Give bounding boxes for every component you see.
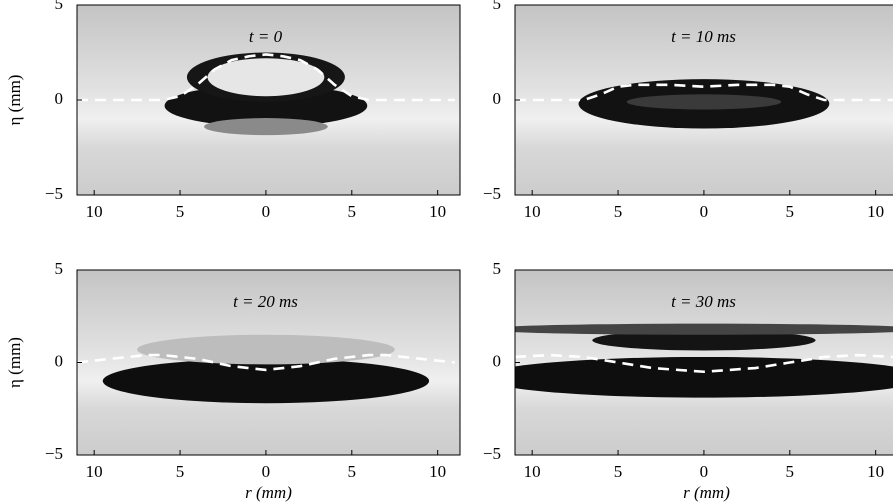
x-tick-label: 10 xyxy=(867,462,884,481)
x-tick-label: 10 xyxy=(86,202,103,221)
y-tick-label: 5 xyxy=(493,259,502,278)
panel: 10 5 0 5 10 −5 0 5 t = 0 η (mm) xyxy=(5,0,461,221)
y-tick-label: 0 xyxy=(493,351,502,370)
y-tick-label: −5 xyxy=(45,444,63,463)
photo-shape xyxy=(102,358,430,404)
y-tick-label: −5 xyxy=(45,184,63,203)
x-tick-label: 10 xyxy=(524,462,541,481)
y-tick-label: 0 xyxy=(55,89,64,108)
y-axis-label: η (mm) xyxy=(5,75,24,126)
panel: 10 5 0 5 10 −5 0 5 t = 30 ms r (mm) xyxy=(483,259,893,502)
x-tick-label: 10 xyxy=(429,202,446,221)
y-tick-label: −5 xyxy=(483,184,501,203)
x-tick-label: 5 xyxy=(614,202,623,221)
photo-shape xyxy=(626,94,782,110)
x-tick-label: 10 xyxy=(524,202,541,221)
x-tick-label: 5 xyxy=(176,462,185,481)
photo xyxy=(77,270,460,455)
profile-line xyxy=(77,353,455,372)
y-tick-label: −5 xyxy=(483,444,501,463)
photo xyxy=(515,270,893,455)
photo xyxy=(77,5,460,195)
x-axis-label: r (mm) xyxy=(245,483,292,502)
x-tick-label: 10 xyxy=(867,202,884,221)
x-tick-label: 5 xyxy=(348,462,357,481)
profile-line xyxy=(515,83,893,102)
x-tick-label: 0 xyxy=(700,462,709,481)
photo-shape xyxy=(515,323,893,335)
panel: 10 5 0 5 10 −5 0 5 t = 10 ms xyxy=(483,0,893,221)
x-tick-label: 0 xyxy=(262,202,271,221)
photo-shape xyxy=(515,356,893,398)
y-tick-label: 5 xyxy=(55,259,64,278)
x-tick-label: 5 xyxy=(786,202,795,221)
x-tick-label: 0 xyxy=(700,202,709,221)
panel: 10 5 0 5 10 −5 0 5 t = 20 ms r (mm) η (mm) xyxy=(5,259,461,502)
photo-shape xyxy=(137,334,395,365)
panel-title: t = 20 ms xyxy=(233,292,298,311)
y-tick-label: 5 xyxy=(55,0,64,13)
panel-title: t = 30 ms xyxy=(671,292,736,311)
x-tick-label: 10 xyxy=(86,462,103,481)
photo-shape xyxy=(207,58,325,97)
y-axis-label: η (mm) xyxy=(5,337,24,388)
x-axis-label: r (mm) xyxy=(683,483,730,502)
x-tick-label: 5 xyxy=(348,202,357,221)
photo-shape xyxy=(592,330,816,351)
x-tick-label: 5 xyxy=(614,462,623,481)
x-tick-label: 10 xyxy=(429,462,446,481)
profile-line xyxy=(515,353,893,374)
y-tick-label: 5 xyxy=(493,0,502,13)
y-tick-label: 0 xyxy=(493,89,502,108)
photo-shape xyxy=(204,118,328,136)
panel-title: t = 10 ms xyxy=(671,27,736,46)
x-tick-label: 5 xyxy=(786,462,795,481)
profile-line xyxy=(77,53,455,102)
panel-title: t = 0 xyxy=(249,27,283,46)
photo xyxy=(515,5,893,195)
x-tick-label: 0 xyxy=(262,462,271,481)
y-tick-label: 0 xyxy=(55,351,64,370)
x-tick-label: 5 xyxy=(176,202,185,221)
